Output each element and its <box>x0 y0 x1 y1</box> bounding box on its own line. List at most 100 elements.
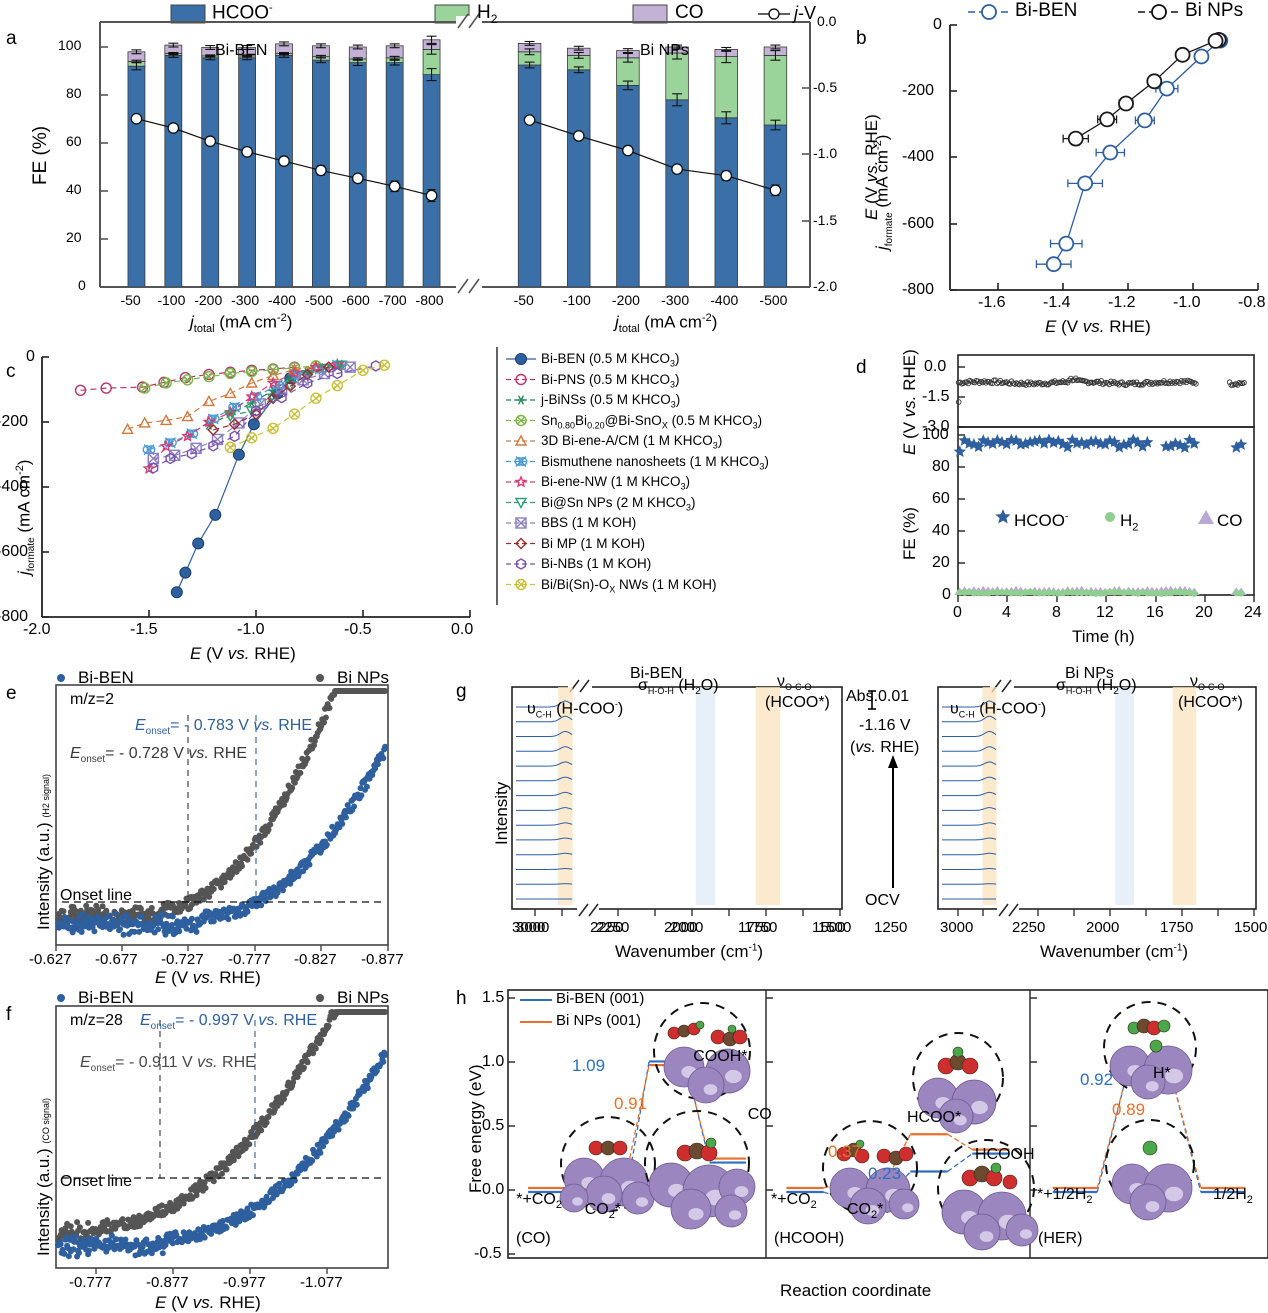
oxygen-atom <box>899 1147 913 1161</box>
d-legend-hcoo: HCOO- <box>1014 511 1068 531</box>
h-section-hcooh-title: (HCOOH) <box>774 1230 844 1248</box>
marker-filled-circle <box>180 567 191 578</box>
oxygen-atom <box>613 1141 627 1155</box>
legend-item-10[interactable]: Bi-NBs (1 M KOH) <box>541 556 651 571</box>
jv-marker <box>524 115 534 125</box>
legend-item-3[interactable]: Sn0.80Bi0.20@Bi-SnOX (0.5 M KHCO3) <box>541 413 762 431</box>
panel-c-tag: c <box>6 361 16 383</box>
panel-a: a Bi-BEN Bi NPs HCOO- H2 CO j-V 0 20 40 … <box>0 0 840 345</box>
marker-filled-circle <box>171 587 182 598</box>
a-xtick--500: -500 <box>305 292 333 308</box>
legend-item-9[interactable]: Bi MP (1 M KOH) <box>541 536 645 551</box>
bar-h2 <box>666 53 689 100</box>
legend-item-7[interactable]: Bi@Sn NPs (2 M KHCO3) <box>541 495 696 513</box>
e-ylabel: Intensity (a.u.) (H2 signal) <box>34 774 54 930</box>
e-onset-gray: Eonset= - 0.728 V vs. RHE <box>70 745 247 765</box>
jv-marker <box>205 136 215 146</box>
d-xtick-20: 20 <box>1195 604 1213 622</box>
jv-marker <box>770 185 780 195</box>
state-label-1-3: HCOOH <box>975 1146 1035 1164</box>
g-ocv-label: OCV <box>865 892 900 910</box>
g-annot-hoh-right: σH-O-H (H2O) <box>1056 677 1137 697</box>
dems-point-biben <box>365 1085 371 1091</box>
dems-point-binps <box>149 905 155 911</box>
a-ytick-60: 60 <box>66 133 82 149</box>
g-xtick-r-1750: 1750 <box>1160 919 1193 936</box>
g-potential-label: -1.16 V <box>859 717 911 735</box>
dems-point-biben <box>155 926 161 932</box>
a-xlabel-left: jtotal (mA cm-2) <box>190 312 292 335</box>
legend-item-0[interactable]: Bi-BEN (0.5 M KHCO3) <box>541 351 680 369</box>
marker-filled-circle <box>516 354 527 365</box>
legend-item-2[interactable]: j-BiNSs (0.5 M KHCO3) <box>541 392 680 410</box>
h-section-co-title: (CO) <box>516 1230 551 1248</box>
data-point <box>1069 132 1083 146</box>
highlight-band <box>756 687 780 905</box>
d-ylabel-bottom: FE (%) <box>900 507 920 560</box>
d-xtick-4: 4 <box>1002 604 1011 622</box>
legend-label-h2: H2 <box>477 2 497 26</box>
panel-d: d 0.0 -1.5 -3.0 0 20 40 60 80 100 0 4 8 … <box>840 345 1268 655</box>
dems-point-biben <box>224 1225 230 1231</box>
dems-point-binps <box>239 863 245 869</box>
dems-point-biben <box>351 804 357 810</box>
c-ylabel: jformate (mA cm-2) <box>14 460 37 575</box>
d-legend-h2: H2 <box>1120 511 1138 533</box>
g-annot-ch-right: υC-H (H-COO-) <box>950 699 1046 720</box>
legend-dot-e-binps <box>316 674 324 682</box>
a-ylabel: FE (%) <box>30 126 52 185</box>
panel-a-right-title: Bi NPs <box>640 42 689 60</box>
oxygen-atom <box>711 1030 725 1044</box>
dems-point-biben <box>343 814 349 820</box>
legend-item-11[interactable]: Bi/Bi(Sn)-OX NWs (1 M KOH) <box>541 577 717 595</box>
bi-atom <box>1130 1184 1166 1220</box>
jv-marker <box>574 131 584 141</box>
dems-point-binps <box>246 1141 252 1147</box>
marker-filled-circle <box>193 538 204 549</box>
data-point <box>1194 49 1208 63</box>
a-ytick-r-05: -0.5 <box>813 79 837 95</box>
d-ytick-b-0: 0 <box>942 586 951 604</box>
e-xtick-5: -0.877 <box>361 951 404 968</box>
jv-marker <box>279 156 289 166</box>
panel-b-tag: b <box>856 28 867 50</box>
f-xtick-2: -0.977 <box>223 1274 266 1291</box>
g-xtick-l-3000: 3000 <box>516 919 549 936</box>
a-xtick--50: -50 <box>514 292 534 308</box>
legend-item-6[interactable]: Bi-ene-NW (1 M KHCO3) <box>541 474 690 492</box>
hydrogen-atom <box>1150 1040 1162 1052</box>
legend-item-1[interactable]: Bi-PNS (0.5 M KHCO3) <box>541 372 680 390</box>
f-onset-gray-value: - 0.911 <box>129 1054 178 1071</box>
legend-item-5[interactable]: Bismuthene nanosheets (1 M KHCO3) <box>541 454 769 472</box>
barrier-value-2-1: 0.89 <box>1112 1100 1145 1120</box>
legend-item-8[interactable]: BBS (1 M KOH) <box>541 515 636 530</box>
dems-point-binps <box>323 715 329 721</box>
e-xtick-2: -0.727 <box>161 951 204 968</box>
b-xtick-10: -1.0 <box>1173 294 1201 312</box>
d-ytick-t-15: -1.5 <box>922 388 950 406</box>
dems-point-biben <box>354 1102 360 1108</box>
c-xtick-15: -1.5 <box>130 621 158 639</box>
dems-point-biben <box>91 928 97 934</box>
panel-f-tag: f <box>6 1004 11 1026</box>
e-mz-label: m/z=2 <box>70 691 114 709</box>
f-onset-line-label: Onset line <box>60 1173 132 1191</box>
data-point <box>1160 82 1174 96</box>
legend-label-h-binps: Bi NPs (001) <box>556 1012 641 1029</box>
g-xtick-l-1750: 1750 <box>738 919 771 936</box>
a-ytick-0: 0 <box>78 277 86 293</box>
dems-point-binps <box>305 1059 311 1065</box>
marker-filled-circle <box>210 509 221 520</box>
legend-item-4[interactable]: 3D Bi-ene-A/CM (1 M KHCO3) <box>541 433 722 451</box>
dems-point-binps <box>267 822 273 828</box>
legend-dot-f-binps <box>316 994 324 1002</box>
barrier-value-1-1: 0.37 <box>828 1142 861 1162</box>
legend-label-co: CO <box>675 2 704 24</box>
g-xtick-l-1250: 1250 <box>874 919 907 936</box>
data-point <box>1047 257 1061 271</box>
h-section-her-title: (HER) <box>1038 1230 1082 1248</box>
state-label-0-3: CO <box>748 1106 772 1124</box>
b-xlabel: E (V vs. RHE) <box>1045 317 1151 337</box>
a-ytick-r-20: -2.0 <box>813 278 837 294</box>
data-point <box>1119 97 1133 111</box>
